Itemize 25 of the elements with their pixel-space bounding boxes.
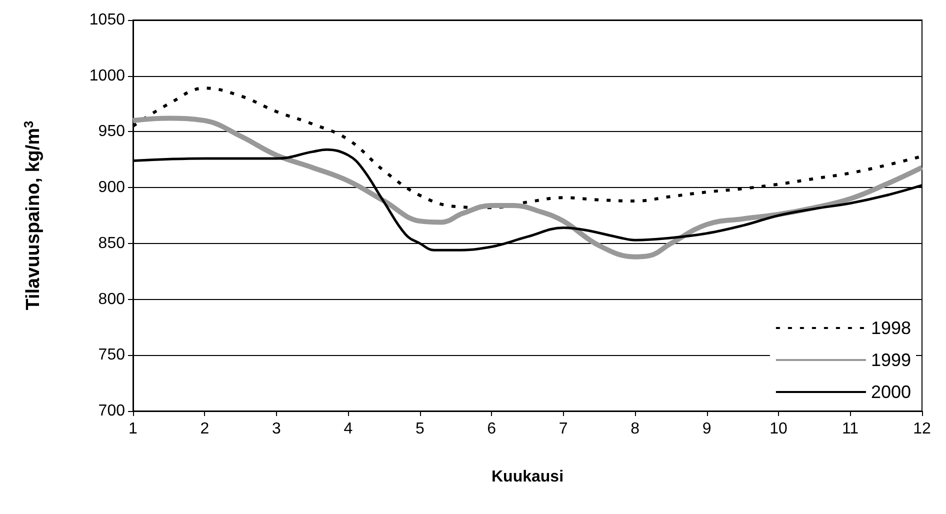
y-axis-title: Tilavuuspaino, kg/m3 bbox=[21, 120, 44, 310]
x-tick-label: 1 bbox=[128, 420, 138, 438]
legend-label: 1998 bbox=[870, 318, 912, 338]
x-tick-label: 11 bbox=[842, 420, 859, 438]
x-tick-label: 7 bbox=[558, 420, 568, 438]
y-tick-label: 900 bbox=[98, 179, 126, 196]
y-tick-label: 1050 bbox=[89, 12, 126, 28]
y-tick-label: 1000 bbox=[89, 67, 126, 84]
y-tick-label: 700 bbox=[98, 402, 126, 420]
y-tick-label: 750 bbox=[98, 346, 126, 364]
x-tick-label: 4 bbox=[344, 420, 353, 438]
legend-label: 1999 bbox=[870, 350, 912, 370]
y-tick-label: 950 bbox=[98, 123, 126, 140]
x-tick-label: 3 bbox=[272, 420, 281, 438]
y-tick-label: 800 bbox=[98, 290, 126, 308]
legend-label: 2000 bbox=[870, 382, 912, 402]
x-tick-label: 2 bbox=[200, 420, 210, 438]
x-tick-label: 9 bbox=[702, 420, 712, 438]
x-tick-label: 6 bbox=[487, 420, 496, 438]
x-tick-label: 5 bbox=[415, 420, 424, 438]
x-tick-label: 10 bbox=[770, 420, 788, 438]
x-tick-label: 12 bbox=[913, 420, 931, 438]
x-tick-label: 8 bbox=[630, 420, 640, 438]
x-axis-title: Kuukausi bbox=[491, 468, 564, 486]
y-tick-label: 850 bbox=[98, 234, 126, 252]
